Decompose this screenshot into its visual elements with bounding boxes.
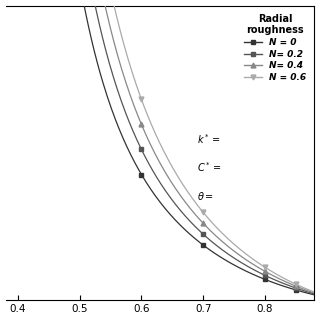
Text: $C^* =$: $C^* =$ [197, 160, 222, 174]
Text: $\theta =$: $\theta =$ [197, 190, 214, 202]
Text: $k^* =$: $k^* =$ [197, 132, 221, 147]
Legend: N = 0, N= 0.2, N= 0.4, N = 0.6: N = 0, N= 0.2, N= 0.4, N = 0.6 [240, 10, 310, 86]
